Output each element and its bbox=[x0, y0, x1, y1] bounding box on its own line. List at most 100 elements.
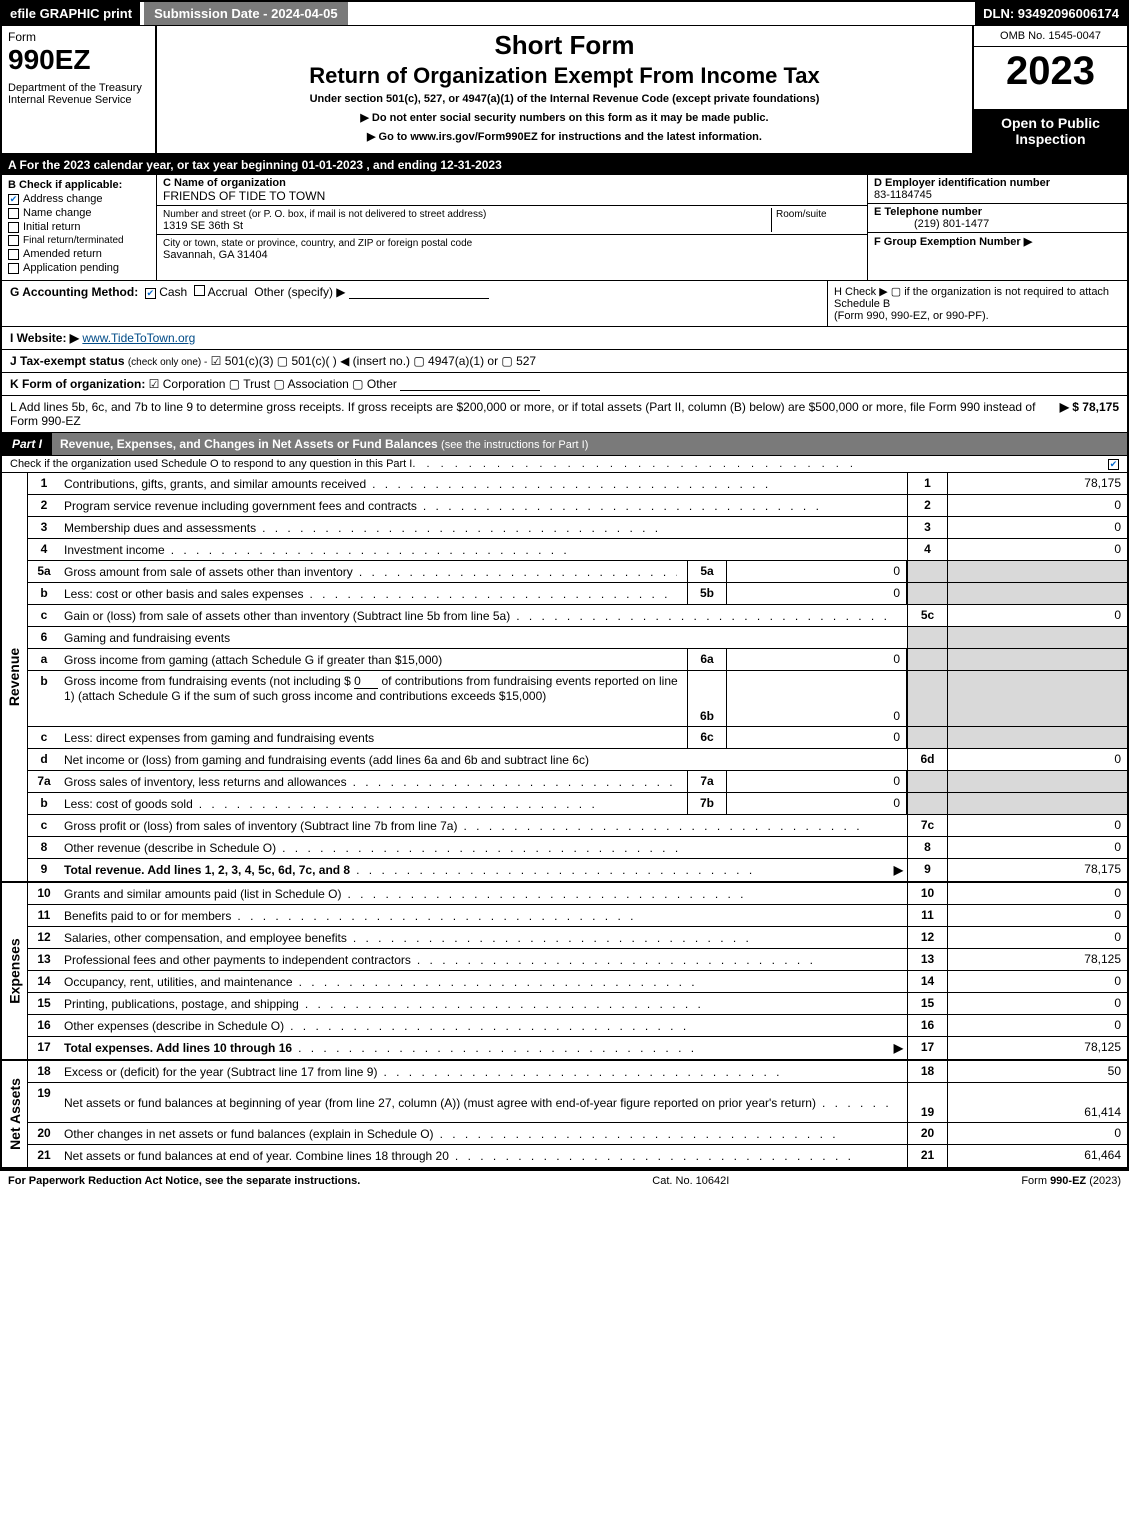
line-value: 78,125 bbox=[947, 949, 1127, 970]
chk-application-pending[interactable]: Application pending bbox=[8, 262, 150, 274]
sched-o-text: Check if the organization used Schedule … bbox=[10, 458, 412, 470]
line-num: 6 bbox=[28, 627, 60, 648]
line-num: b bbox=[28, 671, 60, 726]
line-value: 0 bbox=[947, 883, 1127, 904]
sub-value: 0 bbox=[727, 561, 907, 582]
row-6a: a Gross income from gaming (attach Sched… bbox=[28, 649, 1127, 671]
e-phone-row: E Telephone number (219) 801-1477 bbox=[868, 204, 1127, 233]
leader-dots: . . . . . . . . . . . . . . . . . . . . … bbox=[199, 797, 677, 811]
leader-dots: . . . . . . . . . . . . . . . . . . . . … bbox=[412, 458, 1108, 470]
part-title: Revenue, Expenses, and Changes in Net As… bbox=[52, 433, 1127, 455]
chk-label: Amended return bbox=[23, 248, 102, 260]
checkbox-icon bbox=[8, 249, 19, 260]
leader-dots: . . . . . . . . . . . . . . . . . . . . … bbox=[356, 863, 888, 877]
line-j-tax-exempt: J Tax-exempt status (check only one) - ☑… bbox=[2, 350, 1127, 373]
row-5c: c Gain or (loss) from sale of assets oth… bbox=[28, 605, 1127, 627]
line-desc: Net assets or fund balances at beginning… bbox=[60, 1083, 907, 1122]
goto-text[interactable]: ▶ Go to www.irs.gov/Form990EZ for instru… bbox=[367, 131, 762, 143]
net-assets-rows: 18 Excess or (deficit) for the year (Sub… bbox=[28, 1061, 1127, 1167]
part-title-text: Revenue, Expenses, and Changes in Net As… bbox=[60, 437, 438, 451]
row-21: 21 Net assets or fund balances at end of… bbox=[28, 1145, 1127, 1167]
goto-link-line: ▶ Go to www.irs.gov/Form990EZ for instru… bbox=[165, 130, 964, 143]
shaded-cell bbox=[907, 561, 947, 582]
header-right: OMB No. 1545-0047 2023 Open to Public In… bbox=[972, 26, 1127, 153]
line-desc: Excess or (deficit) for the year (Subtra… bbox=[60, 1061, 907, 1082]
l-amount: ▶ $ 78,175 bbox=[1052, 400, 1119, 428]
c-name-row: C Name of organization FRIENDS OF TIDE T… bbox=[157, 175, 867, 206]
leader-dots: . . . . . . . . . . . . . . . . . . . . … bbox=[299, 975, 897, 989]
tax-year: 2023 bbox=[974, 47, 1127, 95]
line-num: 20 bbox=[28, 1123, 60, 1144]
line-desc: Gross income from fundraising events (no… bbox=[60, 671, 687, 726]
line-num: 13 bbox=[28, 949, 60, 970]
f-label: F Group Exemption Number ▶ bbox=[874, 236, 1032, 248]
shaded-cell bbox=[947, 671, 1127, 726]
arrow-icon: ▶ bbox=[894, 1041, 903, 1055]
line-num: 17 bbox=[28, 1037, 60, 1059]
sub-value: 0 bbox=[727, 771, 907, 792]
line-value: 0 bbox=[947, 495, 1127, 516]
part-tag: Part I bbox=[2, 433, 52, 455]
line-desc: Gross sales of inventory, less returns a… bbox=[60, 771, 687, 792]
row-6b: b Gross income from fundraising events (… bbox=[28, 671, 1127, 727]
shaded-cell bbox=[907, 627, 947, 648]
line-value: 50 bbox=[947, 1061, 1127, 1082]
line-value: 0 bbox=[947, 815, 1127, 836]
vert-text: Expenses bbox=[7, 938, 23, 1003]
chk-address-change[interactable]: Address change bbox=[8, 193, 150, 205]
chk-label: Address change bbox=[23, 193, 103, 205]
leader-dots: . . . . . . . . . . . . . . . . . . . . … bbox=[353, 775, 677, 789]
checkbox-icon bbox=[8, 235, 19, 246]
org-name: FRIENDS OF TIDE TO TOWN bbox=[163, 189, 325, 203]
leader-dots: . . . . . . . . . . . . . . . . . . . . … bbox=[237, 909, 897, 923]
line-value: 0 bbox=[947, 837, 1127, 858]
leader-dots: . . . . . . . . . . . . . . . . . . . . … bbox=[822, 1096, 897, 1110]
c-city-row: City or town, state or province, country… bbox=[157, 235, 867, 263]
net-assets-block: Net Assets 18 Excess or (deficit) for th… bbox=[2, 1061, 1127, 1169]
line-value: 61,464 bbox=[947, 1145, 1127, 1167]
line-value: 78,125 bbox=[947, 1037, 1127, 1059]
page-footer: For Paperwork Reduction Act Notice, see … bbox=[0, 1171, 1129, 1191]
chk-name-change[interactable]: Name change bbox=[8, 207, 150, 219]
h-text2: (Form 990, 990-EZ, or 990-PF). bbox=[834, 310, 989, 322]
no-ssn-notice: ▶ Do not enter social security numbers o… bbox=[165, 111, 964, 124]
sub-value: 0 bbox=[727, 793, 907, 814]
chk-initial-return[interactable]: Initial return bbox=[8, 221, 150, 233]
open-to-public: Open to Public Inspection bbox=[974, 109, 1127, 153]
check-icon bbox=[8, 194, 19, 205]
row-4: 4 Investment income . . . . . . . . . . … bbox=[28, 539, 1127, 561]
chk-final-return[interactable]: Final return/terminated bbox=[8, 235, 150, 246]
line-desc: Net assets or fund balances at end of ye… bbox=[60, 1145, 907, 1167]
leader-dots: . . . . . . . . . . . . . . . . . . . . … bbox=[171, 543, 897, 557]
line-num: 9 bbox=[28, 859, 60, 881]
chk-amended-return[interactable]: Amended return bbox=[8, 248, 150, 260]
row-12: 12 Salaries, other compensation, and emp… bbox=[28, 927, 1127, 949]
shaded-cell bbox=[947, 771, 1127, 792]
checkbox-icon bbox=[8, 222, 19, 233]
line-num: 8 bbox=[28, 837, 60, 858]
net-assets-vert-label: Net Assets bbox=[2, 1061, 28, 1167]
line-ref: 7c bbox=[907, 815, 947, 836]
shaded-cell bbox=[907, 727, 947, 748]
line-num: 19 bbox=[28, 1083, 60, 1122]
row-17: 17 Total expenses. Add lines 10 through … bbox=[28, 1037, 1127, 1059]
row-2: 2 Program service revenue including gove… bbox=[28, 495, 1127, 517]
line-num: 18 bbox=[28, 1061, 60, 1082]
line-ref: 16 bbox=[907, 1015, 947, 1036]
line-num: 2 bbox=[28, 495, 60, 516]
cat-number: Cat. No. 10642I bbox=[360, 1175, 1021, 1187]
dept-treasury: Department of the Treasury Internal Reve… bbox=[8, 82, 149, 106]
row-19: 19 Net assets or fund balances at beginn… bbox=[28, 1083, 1127, 1123]
sub-ref: 6a bbox=[687, 649, 727, 670]
check-icon bbox=[1108, 459, 1119, 470]
line-ref: 10 bbox=[907, 883, 947, 904]
j-opts: ☑ 501(c)(3) ▢ 501(c)( ) ◀ (insert no.) ▢… bbox=[211, 354, 536, 368]
efile-print-button[interactable]: efile GRAPHIC print bbox=[2, 2, 140, 25]
website-link[interactable]: www.TideToTown.org bbox=[82, 331, 195, 345]
line-value: 0 bbox=[947, 927, 1127, 948]
row-7a: 7a Gross sales of inventory, less return… bbox=[28, 771, 1127, 793]
line-num: 7a bbox=[28, 771, 60, 792]
row-5a: 5a Gross amount from sale of assets othe… bbox=[28, 561, 1127, 583]
line-l-gross-receipts: L Add lines 5b, 6c, and 7b to line 9 to … bbox=[2, 396, 1127, 433]
sub-ref: 5a bbox=[687, 561, 727, 582]
